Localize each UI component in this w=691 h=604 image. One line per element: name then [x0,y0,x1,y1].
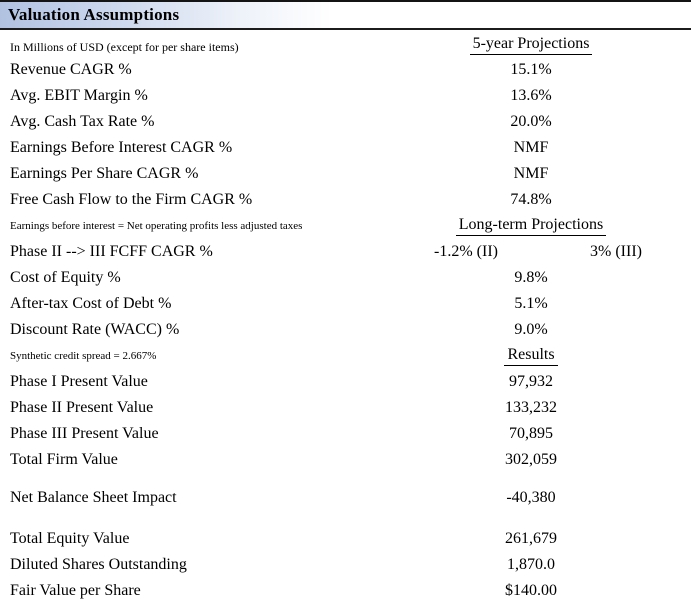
table-row: Total Equity Value 261,679 [0,526,691,552]
table-row: Diluted Shares Outstanding 1,870.0 [0,552,691,578]
row-label: Total Firm Value [10,451,118,468]
phase2-value: -1.2% (II) [434,243,498,260]
long-term-header-row: Earnings before interest = Net operating… [0,213,691,239]
table-row: Phase III Present Value 70,895 [0,421,691,447]
column-header-long-term: Long-term Projections [455,216,607,236]
unit-note: In Millions of USD (except for per share… [10,40,239,54]
row-label: Free Cash Flow to the Firm CAGR % [10,191,253,208]
table-title-band: Valuation Assumptions [0,0,691,30]
row-label: Earnings Per Share CAGR % [10,165,199,182]
row-label: Fair Value per Share [10,582,141,599]
subheader-row: In Millions of USD (except for per share… [0,30,691,57]
row-label: Net Balance Sheet Impact [10,489,177,506]
row-label: Diluted Shares Outstanding [10,556,187,573]
table-row: Avg. Cash Tax Rate % 20.0% [0,109,691,135]
row-label: Revenue CAGR % [10,61,132,78]
row-value: 20.0% [510,113,552,130]
row-value: 5.1% [514,295,548,312]
phase-fcff-row: Phase II --> III FCFF CAGR % -1.2% (II) … [0,239,691,265]
row-label: Earnings Before Interest CAGR % [10,139,233,156]
table-row: Earnings Per Share CAGR % NMF [0,161,691,187]
column-header-5yr: 5-year Projections [469,35,593,55]
table-row: Avg. EBIT Margin % 13.6% [0,83,691,109]
row-label: Discount Rate (WACC) % [10,321,180,338]
table-row: Phase I Present Value 97,932 [0,369,691,395]
credit-spread-footnote: Synthetic credit spread = 2.667% [10,350,157,362]
row-label: Phase II Present Value [10,399,154,416]
table-row: After-tax Cost of Debt % 5.1% [0,291,691,317]
row-value: 9.8% [514,269,548,286]
ebi-footnote: Earnings before interest = Net operating… [10,220,303,232]
row-value: 1,870.0 [507,556,555,573]
row-value: 97,932 [509,373,553,390]
row-value: NMF [513,165,549,182]
table-row: Fair Value per Share $140.00 [0,578,691,604]
table-row: Phase II Present Value 133,232 [0,395,691,421]
row-value: 70,895 [509,425,553,442]
row-value: -40,380 [506,489,556,506]
row-value: 15.1% [510,61,552,78]
row-value: 302,059 [505,451,557,468]
results-header-row: Synthetic credit spread = 2.667% Results [0,343,691,369]
table-row: Revenue CAGR % 15.1% [0,57,691,83]
table-row: Total Firm Value 302,059 [0,447,691,473]
table-row: Net Balance Sheet Impact -40,380 [0,485,691,511]
column-header-results: Results [504,346,558,366]
row-value: 9.0% [514,321,548,338]
table-row: Cost of Equity % 9.8% [0,265,691,291]
section-gap [0,511,691,526]
table-row: Earnings Before Interest CAGR % NMF [0,135,691,161]
row-label: Phase II --> III FCFF CAGR % [10,243,213,260]
section-gap [0,473,691,485]
table-row: Discount Rate (WACC) % 9.0% [0,317,691,343]
row-label: Avg. Cash Tax Rate % [10,113,155,130]
row-value: 74.8% [510,191,552,208]
row-value: $140.00 [505,582,557,599]
row-value: 133,232 [505,399,557,416]
column-header-cell: Results [431,346,631,366]
page-title: Valuation Assumptions [8,5,180,24]
table-row: Free Cash Flow to the Firm CAGR % 74.8% [0,187,691,213]
row-label: Total Equity Value [10,530,130,547]
row-value: 13.6% [510,87,552,104]
phase-values: -1.2% (II) 3% (III) [391,243,691,261]
row-label: Cost of Equity % [10,269,121,286]
row-label: Avg. EBIT Margin % [10,87,148,104]
phase3-value: 3% (III) [590,243,642,260]
row-value: NMF [513,139,549,156]
column-header-cell: 5-year Projections [431,35,631,55]
row-label: Phase III Present Value [10,425,159,442]
row-label: After-tax Cost of Debt % [10,295,172,312]
row-label: Phase I Present Value [10,373,148,390]
row-value: 261,679 [505,530,557,547]
column-header-cell: Long-term Projections [431,216,631,236]
